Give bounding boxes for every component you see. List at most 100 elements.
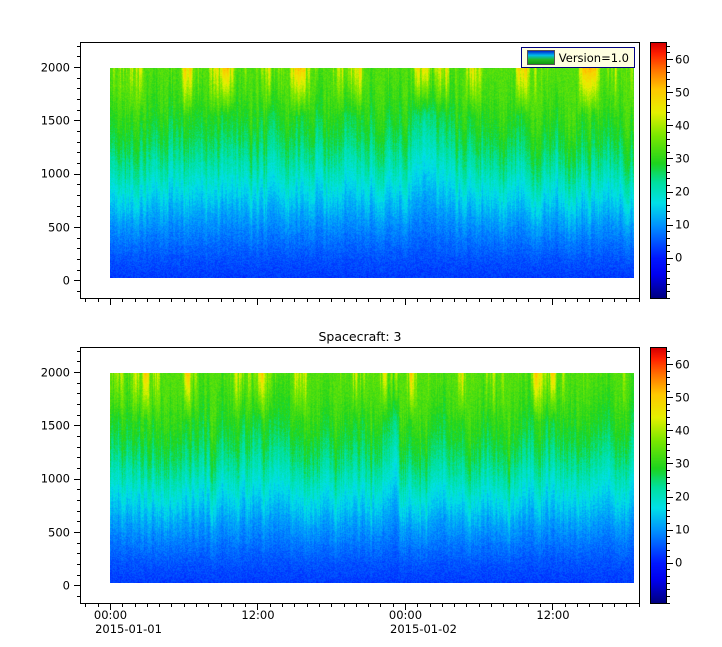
heatmap-axes-top: Version=1.0 0 500 1000 1500 2000 (41, 42, 640, 305)
colorbar-minor-tick (667, 476, 670, 478)
y-minor-tick (77, 195, 80, 197)
colorbar-tick-label: 40 (675, 118, 690, 133)
colorbar-major-tick (667, 92, 673, 94)
y-minor-tick (77, 45, 80, 47)
colorbar-major-tick (667, 59, 673, 61)
x-minor-tick (503, 604, 505, 607)
colorbar-top: 0 10 20 30 40 50 60 (650, 42, 690, 299)
colorbar-minor-tick (667, 549, 670, 551)
y-minor-tick (77, 184, 80, 186)
y-minor-tick (77, 248, 80, 250)
colormap-legend-icon (526, 50, 555, 65)
x-minor-tick (380, 299, 382, 302)
colorbar-major-tick (667, 191, 673, 193)
colorbar-major-tick (667, 224, 673, 226)
y-minor-tick (77, 56, 80, 58)
x-minor-tick (159, 604, 161, 607)
x-minor-tick (134, 604, 136, 607)
colorbar-minor-tick (667, 489, 670, 491)
y-minor-tick (77, 500, 80, 502)
x-minor-tick (441, 604, 443, 607)
x-minor-tick (306, 604, 308, 607)
x-minor-tick (269, 299, 271, 302)
y-minor-tick (77, 141, 80, 143)
colorbar-minor-tick (667, 198, 670, 200)
x-minor-tick (392, 299, 394, 302)
x-minor-tick (491, 299, 492, 302)
x-minor-tick (318, 604, 320, 607)
x-major-tick (552, 299, 554, 305)
colorbar-minor-tick (667, 264, 670, 266)
x-minor-tick (491, 604, 492, 607)
colorbar-minor-tick (667, 237, 670, 239)
colorbar-minor-tick (667, 383, 670, 385)
y-minor-tick (77, 237, 80, 239)
heatmap-canvas-bottom (110, 373, 634, 583)
colorbar-minor-tick (667, 138, 670, 140)
y-minor-tick (77, 77, 80, 79)
x-minor-tick (601, 299, 603, 302)
y-minor-tick (77, 446, 80, 448)
colorbar-minor-tick (667, 65, 670, 67)
y-major-tick (74, 67, 80, 69)
x-major-tick (257, 299, 259, 305)
y-minor-tick (77, 163, 80, 165)
x-minor-tick (220, 604, 222, 607)
colorbar-minor-tick (667, 542, 670, 544)
x-minor-tick (294, 299, 296, 302)
x-minor-tick (232, 604, 234, 607)
x-minor-tick (220, 299, 222, 302)
x-minor-tick (589, 604, 591, 607)
colorbar-minor-tick (667, 443, 670, 445)
colorbar-minor-tick (667, 277, 670, 279)
colorbar-minor-tick (667, 118, 670, 120)
x-minor-tick (208, 604, 210, 607)
colorbar-minor-tick (667, 503, 670, 505)
colorbar-minor-tick (667, 450, 670, 452)
y-tick-label: 500 (48, 219, 70, 234)
x-minor-tick (478, 604, 480, 607)
colorbar-minor-tick (667, 151, 670, 153)
colorbar-minor-tick (667, 251, 670, 253)
colorbar-tick-label: 50 (675, 389, 690, 404)
y-minor-tick (77, 393, 80, 395)
x-minor-tick (331, 299, 333, 302)
colorbar-minor-tick (667, 184, 670, 186)
y-tick-label: 0 (62, 273, 70, 288)
x-minor-tick (97, 604, 99, 607)
x-minor-tick (318, 299, 320, 302)
x-minor-tick (417, 299, 419, 302)
colorbar-minor-tick (667, 370, 670, 372)
colorbar-major-tick (667, 463, 673, 465)
x-minor-tick (527, 604, 529, 607)
colorbar-minor-tick (667, 377, 670, 379)
y-minor-tick (77, 553, 80, 555)
colorbar-minor-tick (667, 145, 670, 147)
x-minor-tick (294, 604, 296, 607)
x-minor-tick (638, 604, 640, 607)
y-minor-tick (77, 259, 80, 261)
colorbar-minor-tick (667, 244, 670, 246)
colorbar-minor-tick (667, 78, 670, 80)
y-tick-label: 1500 (40, 113, 70, 128)
x-minor-tick (540, 604, 542, 607)
colorbar-minor-tick (667, 390, 670, 392)
y-major-tick (74, 120, 80, 122)
colorbar-minor-tick (667, 131, 670, 133)
colorbar-tick-label: 10 (675, 522, 690, 537)
colorbar-major-tick (667, 125, 673, 127)
colorbar-canvas-bottom (651, 348, 666, 603)
colorbar-minor-tick (667, 456, 670, 458)
y-major-tick (74, 478, 80, 480)
x-minor-tick (466, 604, 468, 607)
y-tick-label: 500 (48, 524, 70, 539)
y-major-tick (74, 532, 80, 534)
x-minor-tick (626, 604, 628, 607)
colorbar-major-tick (667, 397, 673, 399)
colorbar-minor-tick (667, 218, 670, 220)
colorbar-minor-tick (667, 509, 670, 511)
colorbar-major-tick (667, 364, 673, 366)
colorbar-minor-tick (667, 516, 670, 518)
x-minor-tick (146, 604, 148, 607)
